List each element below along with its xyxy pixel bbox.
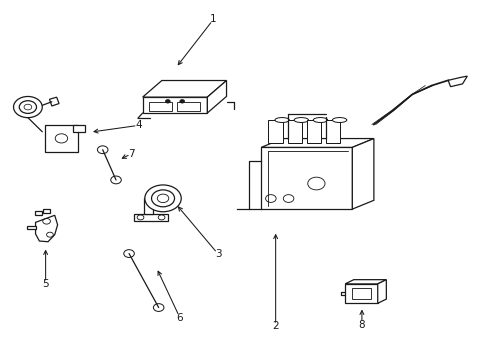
Polygon shape [351, 139, 373, 209]
Circle shape [165, 100, 170, 103]
Ellipse shape [313, 118, 327, 122]
Text: 1: 1 [210, 14, 216, 24]
Polygon shape [27, 226, 36, 229]
Bar [351, 288, 370, 299]
Text: 2: 2 [272, 321, 278, 332]
Circle shape [123, 250, 134, 257]
Text: 5: 5 [42, 279, 49, 289]
Polygon shape [447, 76, 467, 87]
Circle shape [97, 146, 108, 154]
Circle shape [153, 303, 163, 311]
Circle shape [14, 96, 42, 118]
Bar [177, 102, 200, 111]
Circle shape [180, 100, 184, 103]
Polygon shape [345, 284, 377, 303]
Text: 6: 6 [176, 312, 183, 323]
Polygon shape [35, 211, 41, 215]
Polygon shape [134, 214, 167, 221]
Ellipse shape [332, 118, 346, 122]
Bar [287, 120, 302, 143]
Text: 4: 4 [136, 120, 142, 130]
Bar [268, 120, 282, 143]
Bar [148, 102, 171, 111]
Polygon shape [43, 208, 50, 213]
Bar [306, 120, 321, 143]
Polygon shape [261, 147, 351, 209]
Circle shape [144, 185, 181, 212]
Polygon shape [73, 125, 85, 132]
Polygon shape [345, 280, 386, 284]
Circle shape [110, 176, 121, 184]
Text: 8: 8 [358, 320, 365, 330]
Bar [325, 120, 340, 143]
Polygon shape [44, 125, 78, 152]
Polygon shape [142, 81, 226, 97]
Polygon shape [49, 97, 59, 106]
Polygon shape [142, 97, 207, 113]
Polygon shape [207, 81, 226, 113]
Polygon shape [261, 139, 373, 147]
Polygon shape [143, 198, 153, 214]
Ellipse shape [293, 118, 308, 122]
Polygon shape [377, 280, 386, 303]
Ellipse shape [274, 118, 289, 122]
Text: 7: 7 [128, 149, 135, 158]
Polygon shape [36, 215, 58, 242]
Text: 3: 3 [214, 249, 221, 259]
